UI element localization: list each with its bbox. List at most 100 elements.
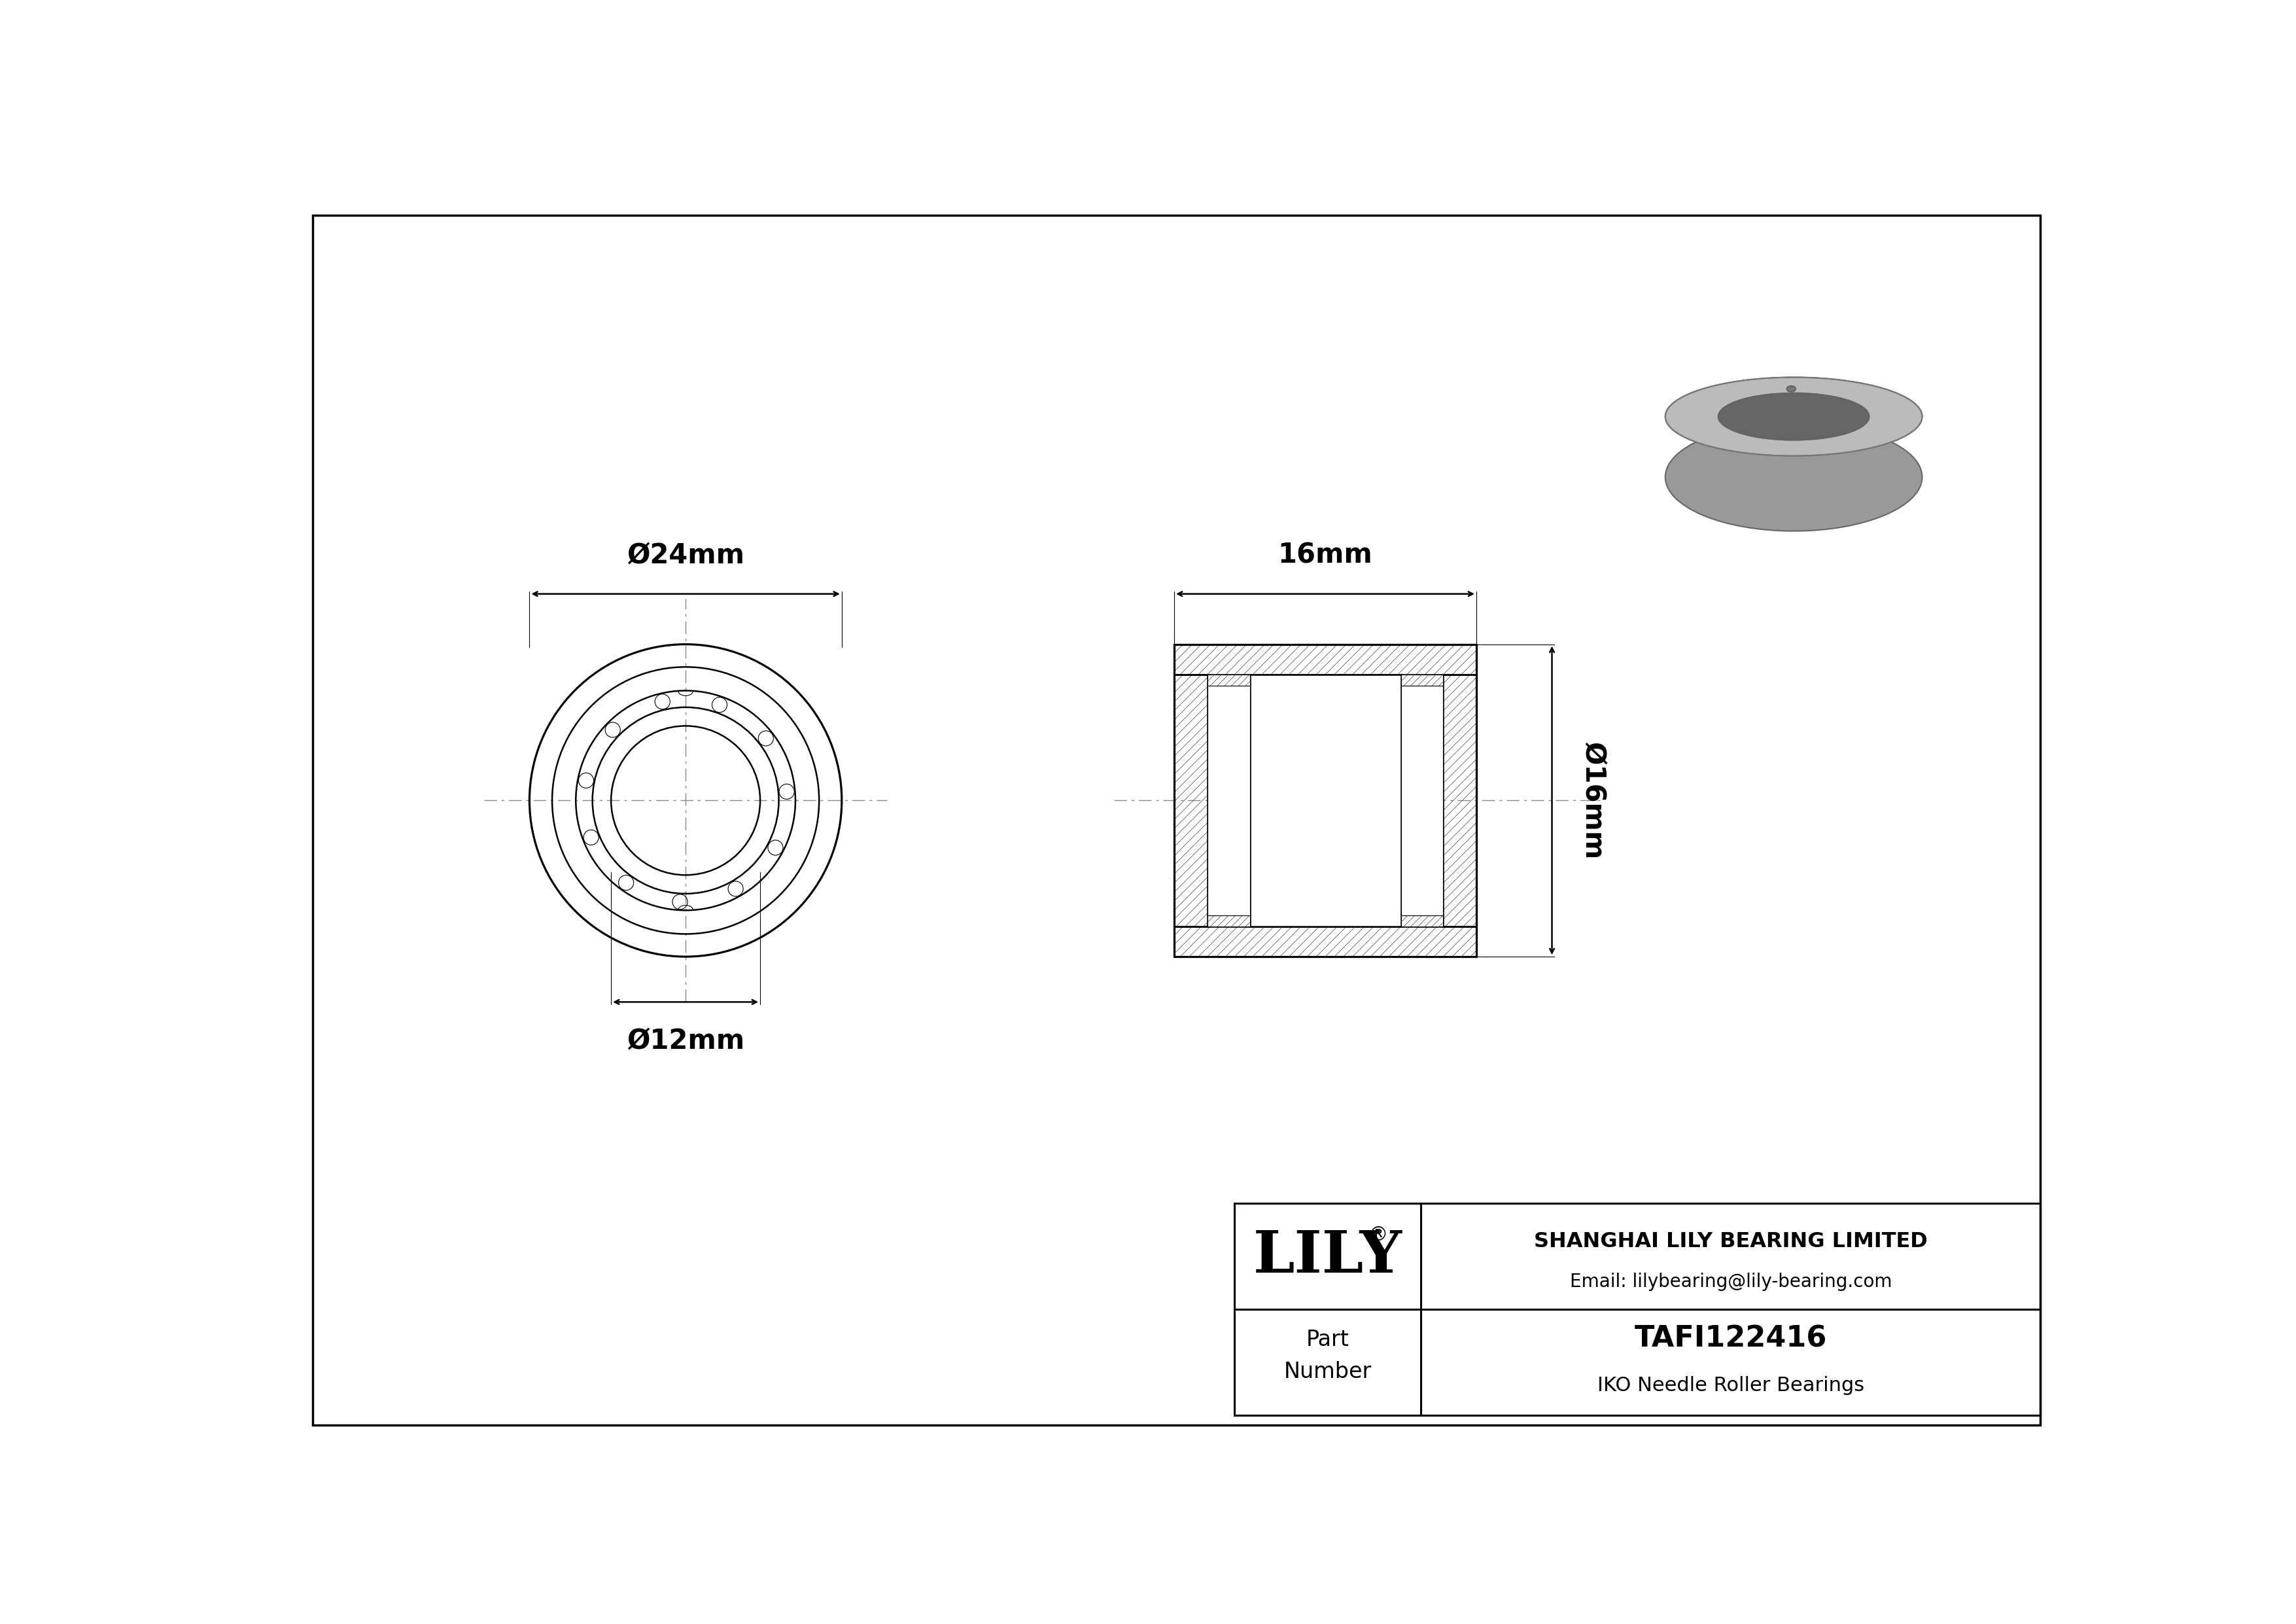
Bar bbox=[1173, 926, 1476, 957]
Bar bbox=[1444, 674, 1476, 926]
Bar bbox=[1208, 674, 1249, 685]
Bar bbox=[1173, 674, 1208, 926]
Bar bbox=[1401, 674, 1444, 685]
Bar bbox=[1173, 645, 1476, 674]
Bar bbox=[1173, 674, 1208, 926]
Bar bbox=[1249, 674, 1401, 926]
Bar bbox=[1173, 645, 1476, 674]
Bar bbox=[1401, 916, 1444, 926]
Bar bbox=[1444, 674, 1476, 926]
Bar bbox=[1173, 645, 1476, 674]
Bar bbox=[1173, 926, 1476, 957]
Ellipse shape bbox=[1717, 393, 1869, 440]
Bar bbox=[1173, 645, 1476, 674]
Bar bbox=[1208, 916, 1249, 926]
Bar bbox=[1173, 645, 1476, 674]
Bar bbox=[1401, 916, 1444, 926]
Bar bbox=[1173, 645, 1476, 674]
Bar bbox=[1173, 645, 1476, 674]
Bar bbox=[1173, 926, 1476, 957]
Text: LILY: LILY bbox=[1254, 1228, 1403, 1285]
Bar bbox=[1173, 674, 1208, 926]
Bar bbox=[1444, 674, 1476, 926]
Bar bbox=[1173, 926, 1476, 957]
Bar bbox=[1173, 674, 1208, 926]
Bar bbox=[1208, 674, 1249, 685]
Bar bbox=[1444, 674, 1476, 926]
Bar bbox=[1173, 926, 1476, 957]
Bar bbox=[1173, 926, 1476, 957]
Bar bbox=[1173, 674, 1208, 926]
Bar bbox=[1173, 926, 1476, 957]
Bar bbox=[1173, 645, 1476, 674]
Bar bbox=[1173, 674, 1208, 926]
Bar bbox=[1173, 674, 1208, 926]
Bar bbox=[1173, 926, 1476, 957]
Bar bbox=[1173, 674, 1208, 926]
Bar bbox=[1208, 685, 1249, 916]
Bar bbox=[1173, 926, 1476, 957]
Bar bbox=[1173, 926, 1476, 957]
Bar bbox=[1401, 674, 1444, 685]
Bar bbox=[1235, 1203, 2041, 1415]
Ellipse shape bbox=[1665, 377, 1922, 456]
Bar bbox=[1401, 916, 1444, 926]
Bar bbox=[1173, 926, 1476, 957]
Bar bbox=[1444, 674, 1476, 926]
Bar bbox=[1401, 674, 1444, 685]
Bar bbox=[1444, 674, 1476, 926]
Bar bbox=[1401, 916, 1444, 926]
Bar bbox=[1173, 645, 1476, 674]
Bar bbox=[1173, 645, 1476, 674]
Bar bbox=[1173, 926, 1476, 957]
Bar bbox=[1173, 645, 1476, 674]
Bar bbox=[1444, 674, 1476, 926]
Bar bbox=[1444, 674, 1476, 926]
Bar bbox=[1173, 674, 1208, 926]
Bar bbox=[1401, 916, 1444, 926]
Bar bbox=[1401, 916, 1444, 926]
Bar bbox=[1173, 926, 1476, 957]
Bar bbox=[1444, 674, 1476, 926]
Bar bbox=[1173, 926, 1476, 957]
Bar bbox=[1173, 674, 1208, 926]
Bar bbox=[1444, 674, 1476, 926]
Bar bbox=[1173, 926, 1476, 957]
Bar bbox=[1173, 674, 1208, 926]
Bar bbox=[1173, 674, 1208, 926]
Bar bbox=[1173, 926, 1476, 957]
Bar bbox=[1173, 926, 1476, 957]
Bar bbox=[1401, 674, 1444, 685]
Bar bbox=[1173, 926, 1476, 957]
Bar bbox=[1208, 916, 1249, 926]
Bar bbox=[1173, 926, 1476, 957]
Bar bbox=[1444, 674, 1476, 926]
Bar bbox=[1173, 926, 1476, 957]
Bar bbox=[1444, 674, 1476, 926]
Bar bbox=[1173, 645, 1476, 674]
Bar bbox=[1173, 674, 1208, 926]
Bar bbox=[1208, 674, 1249, 685]
Bar bbox=[1173, 645, 1476, 674]
Bar bbox=[1173, 645, 1476, 674]
Bar bbox=[1173, 926, 1476, 957]
Bar bbox=[1173, 926, 1476, 957]
Bar bbox=[1444, 674, 1476, 926]
Bar bbox=[1208, 674, 1249, 685]
Bar bbox=[1173, 674, 1208, 926]
Bar bbox=[1444, 674, 1476, 926]
Bar bbox=[1173, 926, 1476, 957]
Bar bbox=[1173, 926, 1476, 957]
Text: Ø12mm: Ø12mm bbox=[627, 1028, 744, 1054]
Bar bbox=[1208, 916, 1249, 926]
Text: SHANGHAI LILY BEARING LIMITED: SHANGHAI LILY BEARING LIMITED bbox=[1534, 1231, 1929, 1252]
Bar bbox=[1208, 674, 1249, 685]
Bar bbox=[1173, 926, 1476, 957]
Bar bbox=[1173, 926, 1476, 957]
Bar bbox=[1208, 674, 1249, 685]
Bar bbox=[1444, 674, 1476, 926]
Text: TAFI122416: TAFI122416 bbox=[1635, 1325, 1828, 1353]
Bar bbox=[1401, 674, 1444, 685]
Bar bbox=[1173, 674, 1208, 926]
Bar bbox=[1173, 674, 1208, 926]
